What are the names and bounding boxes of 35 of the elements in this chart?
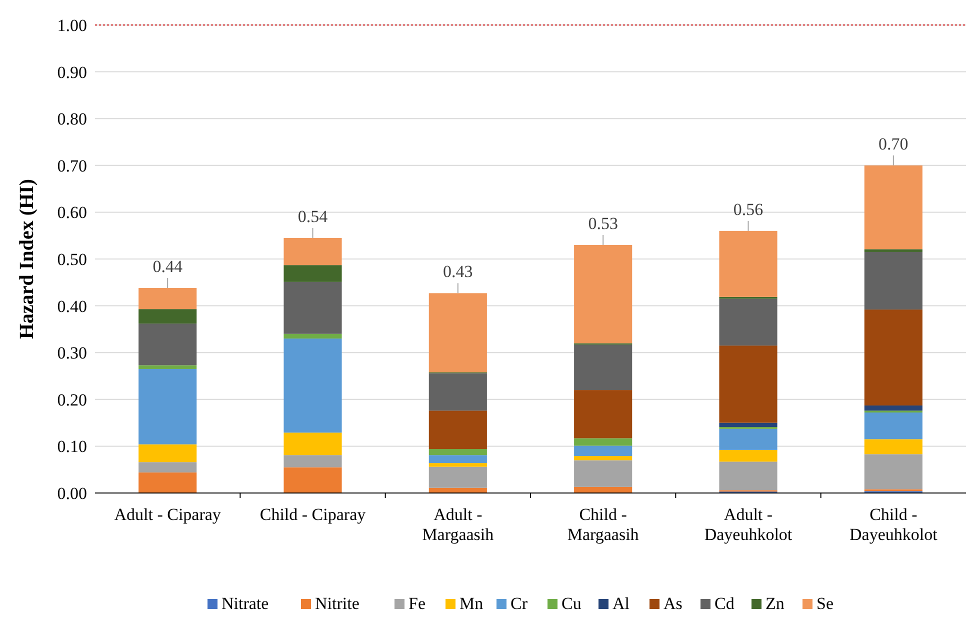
y-tick-label: 0.50 bbox=[57, 250, 87, 269]
y-tick-label: 0.80 bbox=[57, 110, 87, 129]
y-tick-label: 0.30 bbox=[57, 344, 87, 363]
legend-label: Nitrate bbox=[222, 594, 269, 613]
total-label: 0.70 bbox=[878, 134, 908, 154]
y-tick-label: 0.40 bbox=[57, 296, 87, 316]
x-tick-label: Adult - Margaasih bbox=[422, 505, 494, 544]
x-tick-label: Child - Dayeuhkolot bbox=[850, 505, 938, 544]
legend-label: Fe bbox=[408, 594, 426, 613]
legend-label: As bbox=[664, 594, 682, 613]
total-label: 0.53 bbox=[588, 214, 618, 233]
y-tick-label: 0.90 bbox=[57, 62, 87, 82]
y-tick-label: 0.60 bbox=[57, 203, 87, 222]
legend-label: Mn bbox=[460, 594, 484, 613]
legend-label: Cr bbox=[510, 594, 528, 613]
total-label: 0.54 bbox=[298, 206, 328, 226]
total-label: 0.44 bbox=[152, 257, 183, 276]
y-tick-label: 1.00 bbox=[57, 16, 87, 35]
y-axis-title: Hazard Index (HI) bbox=[16, 179, 38, 339]
y-tick-label: 0.70 bbox=[57, 156, 87, 176]
y-tick-label: 0.20 bbox=[57, 390, 87, 410]
legend-label: Cd bbox=[714, 594, 735, 613]
x-tick-label: Adult - Ciparay bbox=[114, 505, 222, 524]
y-tick-label: 0.10 bbox=[57, 437, 87, 456]
legend-label: Nitrite bbox=[315, 594, 360, 613]
x-tick-label: Child - Margaasih bbox=[567, 505, 640, 544]
x-tick-label: Child - Ciparay bbox=[260, 505, 366, 524]
legend-label: Cu bbox=[562, 594, 582, 613]
legend-label: Zn bbox=[766, 594, 785, 613]
legend-label: Se bbox=[816, 594, 834, 613]
legend-label: Al bbox=[612, 594, 630, 613]
total-label: 0.56 bbox=[733, 200, 764, 219]
y-tick-label: 0.00 bbox=[57, 484, 87, 503]
total-label: 0.43 bbox=[443, 262, 473, 282]
x-tick-label: Adult - Dayeuhkolot bbox=[704, 505, 792, 544]
